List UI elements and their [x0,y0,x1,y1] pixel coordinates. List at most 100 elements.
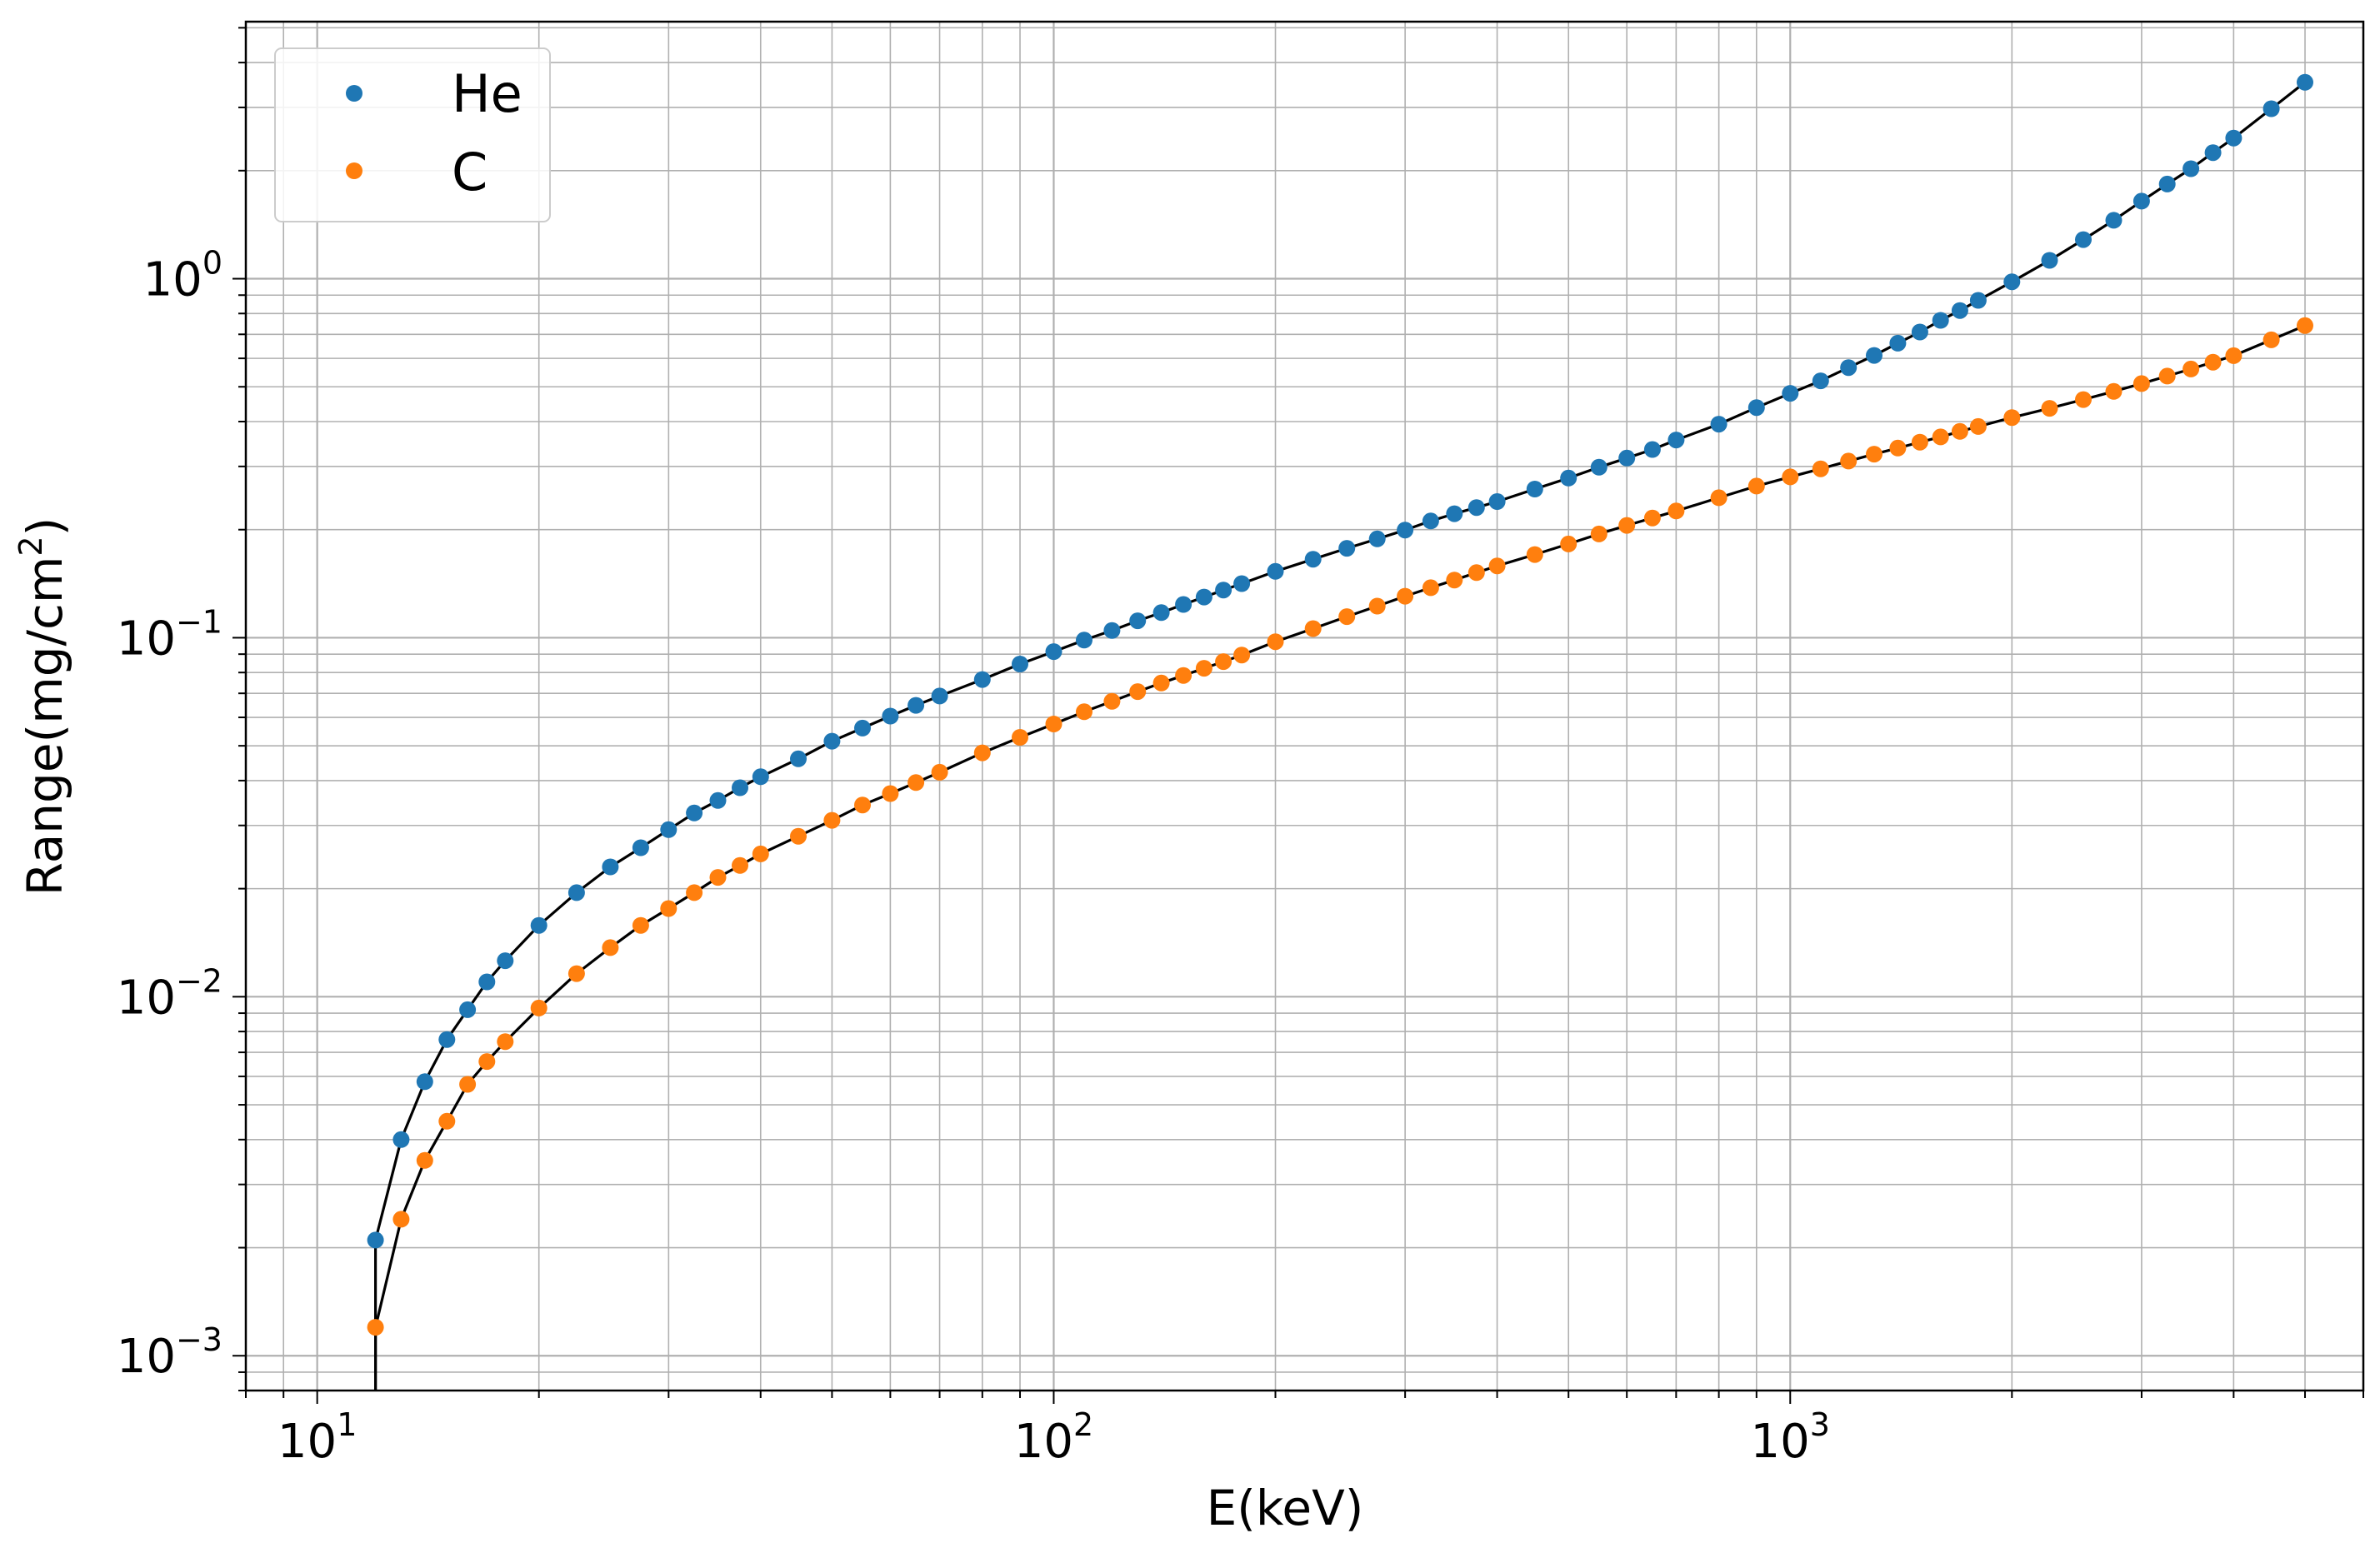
data-point-he [1368,530,1386,547]
legend-marker-he [346,85,362,102]
data-point-he [2262,100,2280,117]
x-tick-label-base: 10 [1751,1415,1810,1469]
data-point-he [1866,347,1882,364]
data-point-c [908,774,925,791]
data-point-he [854,719,871,737]
data-point-c [2182,360,2200,377]
data-point-he [568,884,585,901]
data-point-c [1175,667,1192,684]
data-point-he [2132,192,2150,210]
data-point-he [2075,231,2092,248]
data-point-c [1215,653,1232,671]
data-point-c [2262,331,2280,348]
legend: He C [274,47,551,222]
data-point-c [1468,564,1485,582]
y-tick-label: 10−2 [117,962,222,1025]
data-point-c [1618,517,1636,534]
data-point-c [1045,716,1062,732]
data-point-he [1076,632,1092,649]
data-point-c [1911,433,1928,451]
data-point-c [931,763,948,781]
data-point-c [1560,535,1578,552]
data-point-he [459,1001,477,1018]
data-point-he [686,804,703,821]
data-point-he [1422,512,1439,530]
data-point-c [854,796,871,814]
data-point-c [2075,391,2092,408]
data-point-c [709,869,727,886]
data-point-he [1526,481,1543,497]
data-point-he [2204,144,2222,162]
x-axis-label: E(keV) [1207,1480,1364,1536]
data-point-c [1195,660,1212,677]
data-point-c [568,965,585,982]
data-point-he [1748,399,1765,417]
data-point-c [1643,509,1661,527]
data-point-c [1422,579,1439,597]
data-point-he [2105,212,2122,229]
y-tick-label-base: 10 [117,612,176,666]
data-point-c [416,1151,433,1169]
data-point-he [1267,562,1284,580]
data-point-c [1748,477,1765,495]
data-point-c [973,744,991,762]
data-point-he [1710,416,1728,433]
data-point-he [1932,312,1949,329]
x-tick-label-exp: 3 [1810,1406,1830,1443]
y-axis-label-sup: 2 [12,536,49,556]
data-point-he [1195,588,1212,606]
data-points [367,73,2313,1336]
data-point-c [1590,525,1608,542]
data-point-he [1812,372,1829,390]
data-point-c [752,845,769,862]
data-point-he [632,839,649,856]
y-tick-label-exp: −3 [176,1321,222,1358]
data-point-he [1012,656,1028,672]
data-point-c [1951,422,1968,440]
x-tick-label-exp: 1 [337,1406,357,1443]
data-point-c [1304,620,1322,637]
data-point-he [2297,73,2313,91]
legend-box [274,47,551,222]
data-point-c [2132,375,2150,392]
data-point-c [459,1076,477,1093]
data-point-he [823,732,841,750]
data-point-c [1889,439,1907,457]
data-point-c [1338,608,1356,626]
data-point-c [1103,692,1121,710]
data-point-c [1152,674,1170,692]
data-point-he [1103,622,1121,639]
data-point-he [438,1031,456,1048]
data-point-he [1889,334,1907,352]
data-point-he [478,973,496,991]
data-point-he [908,697,925,714]
data-point-c [882,785,899,802]
data-point-c [438,1112,456,1130]
y-tick-label-base: 10 [117,1330,176,1384]
x-tick-label-exp: 2 [1073,1406,1093,1443]
data-point-c [2225,347,2242,364]
data-point-c [1526,546,1543,563]
data-point-he [1911,323,1928,341]
data-point-he [1304,551,1322,568]
data-point-c [1932,428,1949,446]
data-point-he [1129,612,1147,630]
data-point-c [1076,703,1092,721]
data-point-he [1488,493,1506,510]
data-point-he [367,1231,384,1249]
data-point-he [1969,292,1987,309]
y-axis-label: Range(mg/cm2) [12,517,73,896]
data-point-he [790,750,807,767]
legend-label-c: C [452,142,488,202]
data-point-c [478,1053,496,1071]
data-point-c [1129,683,1147,701]
data-point-he [2003,273,2021,291]
data-point-he [2041,252,2058,269]
data-point-c [686,884,703,901]
data-point-he [931,687,948,705]
data-point-c [1446,572,1463,589]
data-point-he [1446,505,1463,522]
y-tick-label: 10−1 [117,603,222,666]
